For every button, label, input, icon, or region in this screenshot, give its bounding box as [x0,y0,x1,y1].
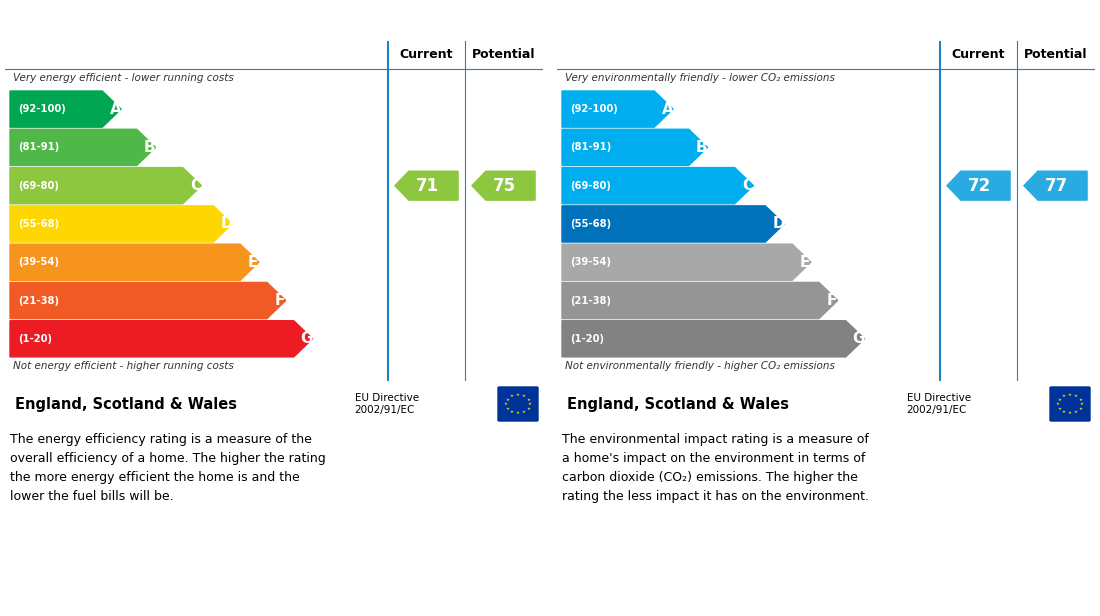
Text: Energy Efficiency Rating: Energy Efficiency Rating [15,14,263,32]
Text: ★: ★ [1078,407,1082,410]
Text: 75: 75 [493,177,517,195]
Text: G: G [852,331,866,346]
Polygon shape [10,129,155,166]
Text: EU Directive
2002/91/EC: EU Directive 2002/91/EC [906,393,971,415]
Text: England, Scotland & Wales: England, Scotland & Wales [566,397,789,411]
FancyBboxPatch shape [1050,387,1090,421]
Text: D: D [220,216,233,232]
Text: A: A [661,102,673,116]
Text: (21-38): (21-38) [18,296,59,306]
Text: B: B [144,140,156,155]
Text: (55-68): (55-68) [570,219,612,229]
Text: C: C [190,178,201,193]
Text: (39-54): (39-54) [570,257,611,267]
Polygon shape [562,282,838,318]
Text: ★: ★ [522,410,526,414]
Polygon shape [562,321,865,357]
Text: Very environmentally friendly - lower CO₂ emissions: Very environmentally friendly - lower CO… [565,73,835,83]
Text: (81-91): (81-91) [570,142,612,152]
Polygon shape [562,91,673,127]
Text: (1-20): (1-20) [18,334,52,344]
Text: The environmental impact rating is a measure of
a home's impact on the environme: The environmental impact rating is a mea… [562,433,869,503]
Text: (55-68): (55-68) [18,219,59,229]
Polygon shape [947,171,1010,200]
Text: ★: ★ [1063,394,1066,398]
Polygon shape [562,168,754,204]
Polygon shape [10,206,232,242]
Text: Potential: Potential [472,49,536,62]
Text: (69-80): (69-80) [18,180,59,191]
Text: ★: ★ [527,397,530,402]
Text: 77: 77 [1045,177,1068,195]
Text: ★: ★ [1063,410,1066,414]
Text: E: E [800,255,811,270]
Text: ★: ★ [510,410,514,414]
Polygon shape [10,168,201,204]
Text: ★: ★ [1074,410,1078,414]
Text: E: E [249,255,258,270]
Text: Current: Current [399,49,453,62]
Text: ★: ★ [1080,402,1084,406]
Polygon shape [10,244,258,280]
Text: ★: ★ [528,402,532,406]
Text: Very energy efficient - lower running costs: Very energy efficient - lower running co… [13,73,233,83]
Text: ★: ★ [1068,393,1071,397]
Text: (92-100): (92-100) [570,104,618,114]
FancyBboxPatch shape [498,387,538,421]
Text: F: F [827,293,837,308]
Text: A: A [110,102,121,116]
Text: ★: ★ [527,407,530,410]
Text: ★: ★ [504,402,508,406]
Text: ★: ★ [506,397,509,402]
Text: ★: ★ [506,407,509,410]
Text: ★: ★ [516,411,520,415]
Text: ★: ★ [1074,394,1078,398]
Text: (39-54): (39-54) [18,257,59,267]
Polygon shape [472,171,535,200]
Text: ★: ★ [1056,402,1060,406]
Text: 71: 71 [416,177,440,195]
Text: (92-100): (92-100) [18,104,66,114]
Text: C: C [742,178,754,193]
Text: (69-80): (69-80) [570,180,611,191]
Polygon shape [562,129,707,166]
Text: Environmental Impact (CO₂) Rating: Environmental Impact (CO₂) Rating [566,14,922,32]
Text: Current: Current [952,49,1005,62]
Text: G: G [300,331,313,346]
Text: (21-38): (21-38) [570,296,611,306]
Text: ★: ★ [1058,397,1062,402]
Polygon shape [10,282,286,318]
Text: D: D [772,216,784,232]
Text: Potential: Potential [1024,49,1087,62]
Text: ★: ★ [1058,407,1062,410]
Text: ★: ★ [1068,411,1071,415]
Polygon shape [395,171,458,200]
Text: 72: 72 [968,177,991,195]
Polygon shape [10,321,312,357]
Text: ★: ★ [1078,397,1082,402]
Text: ★: ★ [522,394,526,398]
Polygon shape [1024,171,1087,200]
Text: Not energy efficient - higher running costs: Not energy efficient - higher running co… [13,361,233,371]
Text: EU Directive
2002/91/EC: EU Directive 2002/91/EC [354,393,419,415]
Text: F: F [275,293,285,308]
Text: (81-91): (81-91) [18,142,59,152]
Text: ★: ★ [510,394,514,398]
Text: B: B [696,140,707,155]
Text: Not environmentally friendly - higher CO₂ emissions: Not environmentally friendly - higher CO… [565,361,835,371]
Text: ★: ★ [516,393,520,397]
Text: The energy efficiency rating is a measure of the
overall efficiency of a home. T: The energy efficiency rating is a measur… [10,433,326,503]
Polygon shape [10,91,121,127]
Text: (1-20): (1-20) [570,334,604,344]
Text: England, Scotland & Wales: England, Scotland & Wales [15,397,236,411]
Polygon shape [562,244,811,280]
Polygon shape [562,206,784,242]
